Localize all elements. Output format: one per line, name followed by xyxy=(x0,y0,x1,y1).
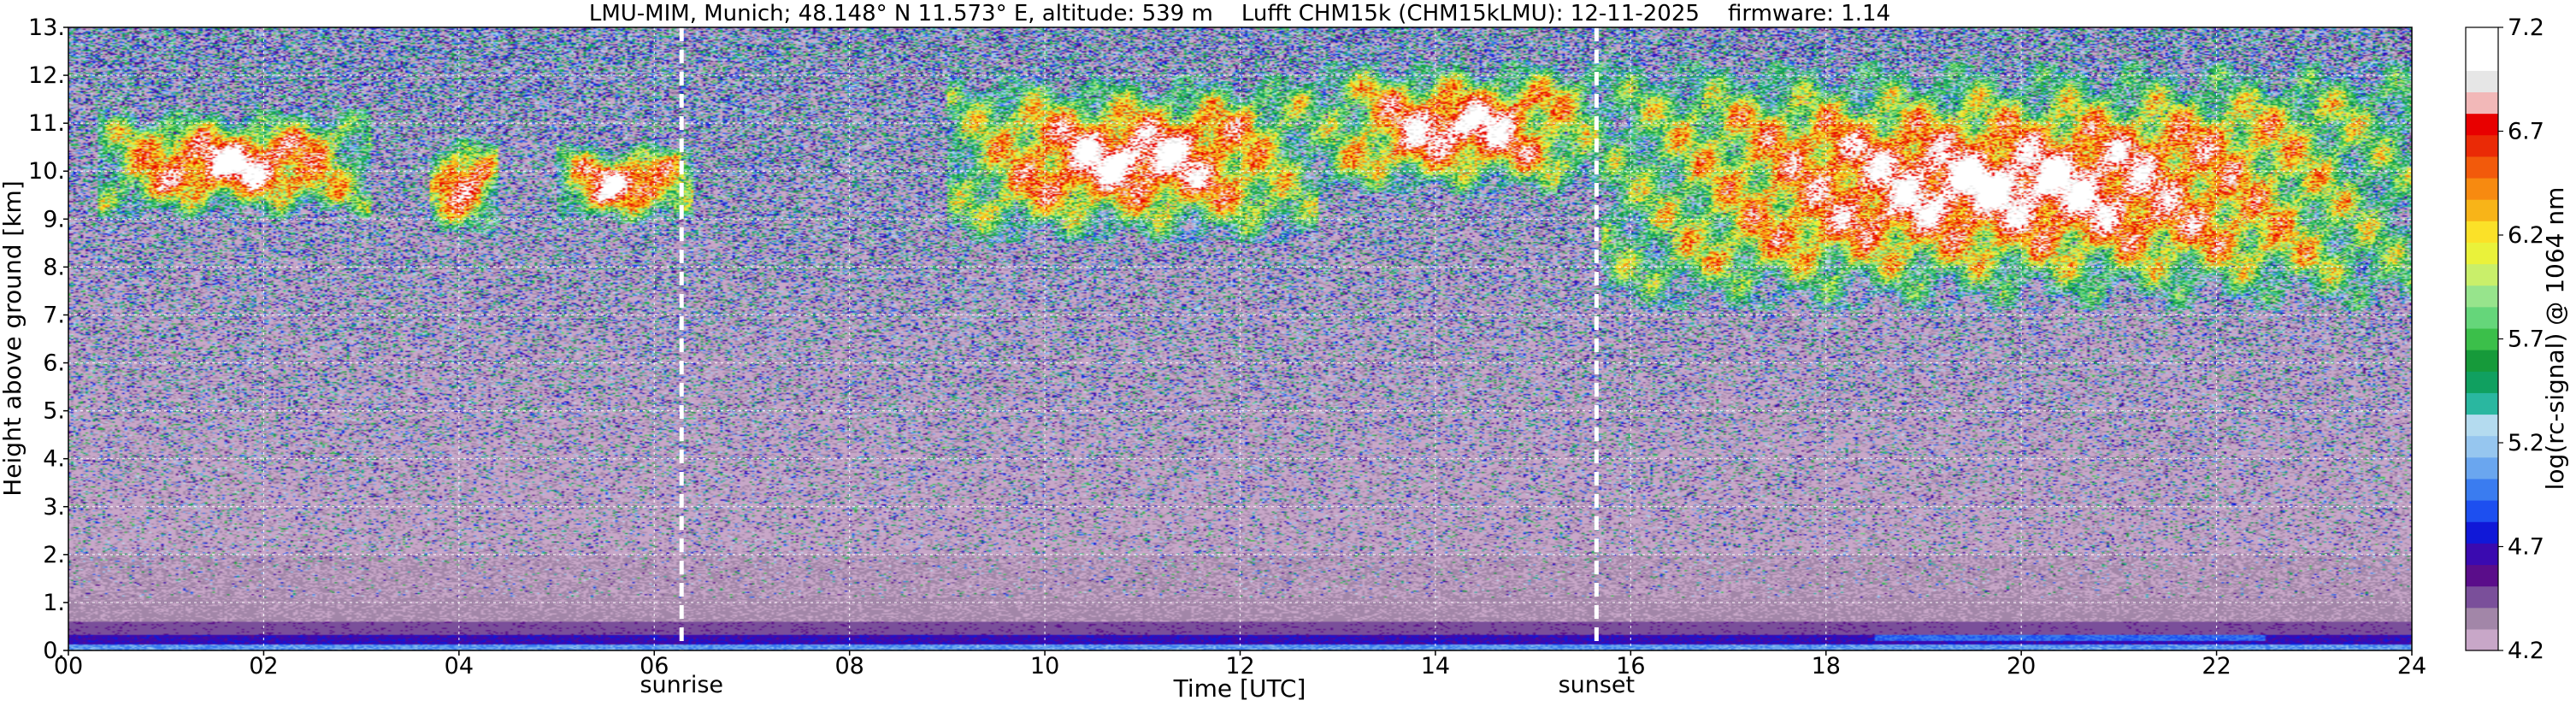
colorbar-segment xyxy=(2466,49,2498,71)
y-tick-label: 5. xyxy=(43,398,65,425)
colorbar-segment xyxy=(2466,221,2498,243)
y-tick-label: 2. xyxy=(43,542,65,568)
y-tick-label: 10. xyxy=(28,158,65,185)
colorbar-segment xyxy=(2466,435,2498,458)
sunrise-label: sunrise xyxy=(640,672,723,698)
x-tick-label: 20 xyxy=(2007,653,2036,680)
colorbar-segment xyxy=(2466,199,2498,221)
colorbar-tick-label: 4.2 xyxy=(2508,638,2544,664)
x-tick-label: 02 xyxy=(249,653,278,680)
x-tick-label: 14 xyxy=(1421,653,1450,680)
x-tick-label: 16 xyxy=(1616,653,1645,680)
y-tick-label: 9. xyxy=(43,206,65,232)
y-tick-label: 4. xyxy=(43,446,65,473)
colorbar-segment xyxy=(2466,242,2498,265)
colorbar-segment xyxy=(2466,285,2498,308)
y-tick-label: 7. xyxy=(43,302,65,328)
colorbar-segment xyxy=(2466,327,2498,350)
colorbar-segment xyxy=(2466,263,2498,286)
x-tick-label: 12 xyxy=(1225,653,1254,680)
plot-area xyxy=(68,26,2413,651)
x-axis-label: Time [UTC] xyxy=(1173,674,1306,703)
colorbar-segment xyxy=(2466,500,2498,522)
colorbar-tick-label: 6.7 xyxy=(2508,119,2544,145)
colorbar-segment xyxy=(2466,607,2498,630)
colorbar-label: log(rc-signal) @ 1064 nm xyxy=(2541,187,2569,491)
x-tick-label: 08 xyxy=(834,653,864,680)
colorbar-tick-label: 4.7 xyxy=(2508,534,2544,561)
colorbar-segment xyxy=(2466,392,2498,415)
x-tick-label: 06 xyxy=(640,653,669,680)
colorbar-tick-label: 5.2 xyxy=(2508,430,2544,456)
colorbar-segment xyxy=(2466,478,2498,501)
y-axis-label: Height above ground [km] xyxy=(0,180,27,497)
colorbar-segment xyxy=(2466,156,2498,179)
colorbar-segment xyxy=(2466,27,2498,50)
y-tick-label: 12. xyxy=(28,62,65,89)
colorbar-tick-label: 5.7 xyxy=(2508,327,2544,353)
colorbar-segment xyxy=(2466,177,2498,200)
colorbar-segment xyxy=(2466,456,2498,479)
colorbar-segment xyxy=(2466,543,2498,566)
colorbar-segment xyxy=(2466,414,2498,437)
x-tick-label: 00 xyxy=(54,653,83,680)
chart-title: LMU-MIM, Munich; 48.148° N 11.573° E, al… xyxy=(589,1,1890,26)
y-tick-label: 1. xyxy=(43,590,65,616)
colorbar-segment xyxy=(2466,113,2498,136)
y-tick-label: 3. xyxy=(43,494,65,521)
y-tick-label: 11. xyxy=(28,110,65,137)
x-tick-label: 04 xyxy=(445,653,474,680)
colorbar-segment xyxy=(2466,564,2498,587)
x-tick-label: 10 xyxy=(1030,653,1059,680)
colorbar-segment xyxy=(2466,350,2498,372)
y-tick-label: 13. xyxy=(28,15,65,41)
colorbar: 4.2 4.7 5.2 5.7 6.2 6.7 7.2 xyxy=(2465,15,2544,664)
colorbar-segment xyxy=(2466,371,2498,393)
colorbar-segment xyxy=(2466,91,2498,115)
y-tick-label: 0. xyxy=(43,638,65,664)
y-tick-label: 6. xyxy=(43,350,65,377)
colorbar-tick-label: 7.2 xyxy=(2508,15,2544,41)
y-tick-label: 8. xyxy=(43,254,65,280)
x-tick-label: 18 xyxy=(1812,653,1841,680)
colorbar-segment xyxy=(2466,134,2498,157)
x-tick-label: 24 xyxy=(2397,653,2426,680)
colorbar-tick-label: 6.2 xyxy=(2508,222,2544,249)
sunset-label: sunset xyxy=(1559,672,1636,698)
x-axis-ticks: sunrise sunset 00 02 04 06 08 10 12 14 16 18 20 22 24 xyxy=(54,650,2426,698)
colorbar-segment xyxy=(2466,585,2498,609)
colorbar-segment xyxy=(2466,70,2498,93)
colorbar-segment xyxy=(2466,521,2498,544)
y-axis-ticks: 0. 1. 2. 3. 4. 5. 6. 7. 8. 9. 10. 11. 12. 13. xyxy=(28,15,68,664)
colorbar-segment xyxy=(2466,628,2498,651)
sun-markers xyxy=(679,27,1599,650)
colorbar-segment xyxy=(2466,306,2498,329)
x-tick-label: 22 xyxy=(2202,653,2231,680)
